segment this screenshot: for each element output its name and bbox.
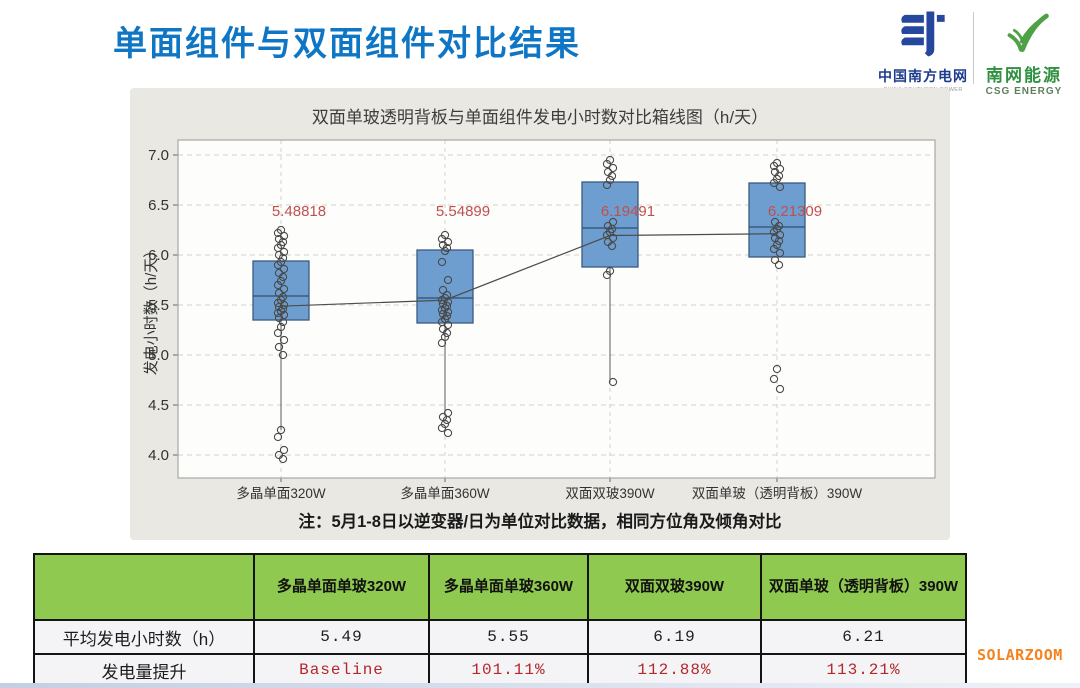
gain-transparent-390w: 113.21%: [760, 653, 967, 687]
gain-bifacial-390w: 112.88%: [587, 653, 762, 687]
avg-hours-360w: 5.55: [428, 619, 589, 655]
boxplot-panel: 7.0 6.5 6.0 5.5 5.0 4.5 4.0 多晶单面320W 多晶单面360W 双面双…: [130, 88, 950, 540]
csg-energy-caption: CSG ENERGY: [985, 86, 1063, 97]
svg-text:双面单玻（透明背板）390W: 双面单玻（透明背板）390W: [692, 486, 863, 501]
svg-text:多晶单面360W: 多晶单面360W: [400, 485, 490, 501]
svg-text:4.5: 4.5: [148, 397, 169, 414]
header-col-3: 双面双玻390W: [587, 553, 762, 621]
row-label: 发电量提升: [33, 653, 255, 687]
svg-text:6.5: 6.5: [148, 197, 169, 214]
svg-text:4.0: 4.0: [148, 447, 169, 464]
csg-energy-logo-block: 南网能源 CSG ENERGY: [978, 8, 1070, 97]
csg-grid-logo-icon: [901, 11, 945, 57]
csg-logo-block: 中国南方电网 CHINA SOUTHERN POWER GRID: [877, 8, 969, 99]
svg-text:5.5: 5.5: [148, 297, 169, 314]
svg-text:6.0: 6.0: [148, 247, 169, 264]
boxplot-chart: 7.0 6.5 6.0 5.5 5.0 4.5 4.0 多晶单面320W 多晶单面360W 双面双…: [143, 139, 936, 501]
svg-text:6.21309: 6.21309: [768, 203, 822, 220]
svg-text:多晶单面320W: 多晶单面320W: [236, 485, 326, 501]
avg-hours-320w: 5.49: [253, 619, 430, 655]
header-empty: [33, 553, 255, 621]
row-label: 平均发电小时数（h）: [33, 619, 255, 655]
chart-title: 双面单玻透明背板与单面组件发电小时数对比箱线图（h/天）: [311, 108, 769, 127]
solarzoom-watermark: SOLARZOOM: [977, 646, 1063, 664]
svg-text:6.19491: 6.19491: [601, 203, 655, 220]
page-title: 单面组件与双面组件对比结果: [113, 25, 581, 63]
svg-text:5.0: 5.0: [148, 347, 169, 364]
svg-text:5.48818: 5.48818: [272, 203, 326, 220]
logo-area: 中国南方电网 CHINA SOUTHERN POWER GRID 南网能源 CS…: [877, 8, 1070, 99]
table-header-row: 多晶单面单玻320W 多晶单面单玻360W 双面双玻390W 双面单玻（透明背板…: [33, 553, 967, 621]
table-row: 发电量提升 Baseline 101.11% 112.88% 113.21%: [33, 653, 967, 687]
svg-text:7.0: 7.0: [148, 147, 169, 164]
comparison-table: 多晶单面单玻320W 多晶单面单玻360W 双面双玻390W 双面单玻（透明背板…: [33, 553, 967, 687]
svg-text:发电小时数（h/天）: 发电小时数（h/天）: [143, 243, 160, 376]
gain-320w: Baseline: [253, 653, 430, 687]
csg-energy-leaf-icon: [1007, 13, 1049, 52]
table-row: 平均发电小时数（h） 5.49 5.55 6.19 6.21: [33, 619, 967, 655]
svg-text:5.54899: 5.54899: [436, 203, 490, 220]
bottom-accent-bar: [0, 683, 1080, 688]
header-col-2: 多晶单面单玻360W: [428, 553, 589, 621]
svg-text:双面双玻390W: 双面双玻390W: [565, 486, 655, 501]
csg-logo-name: 中国南方电网: [878, 68, 968, 84]
gain-360w: 101.11%: [428, 653, 589, 687]
header-col-4: 双面单玻（透明背板）390W: [760, 553, 967, 621]
csg-energy-name: 南网能源: [986, 66, 1062, 85]
header-col-1: 多晶单面单玻320W: [253, 553, 430, 621]
avg-hours-bifacial-390w: 6.19: [587, 619, 762, 655]
avg-hours-transparent-390w: 6.21: [760, 619, 967, 655]
chart-note: 注：5月1-8日以逆变器/日为单位对比数据，相同方位角及倾角对比: [298, 513, 782, 531]
logo-divider: [973, 12, 974, 84]
